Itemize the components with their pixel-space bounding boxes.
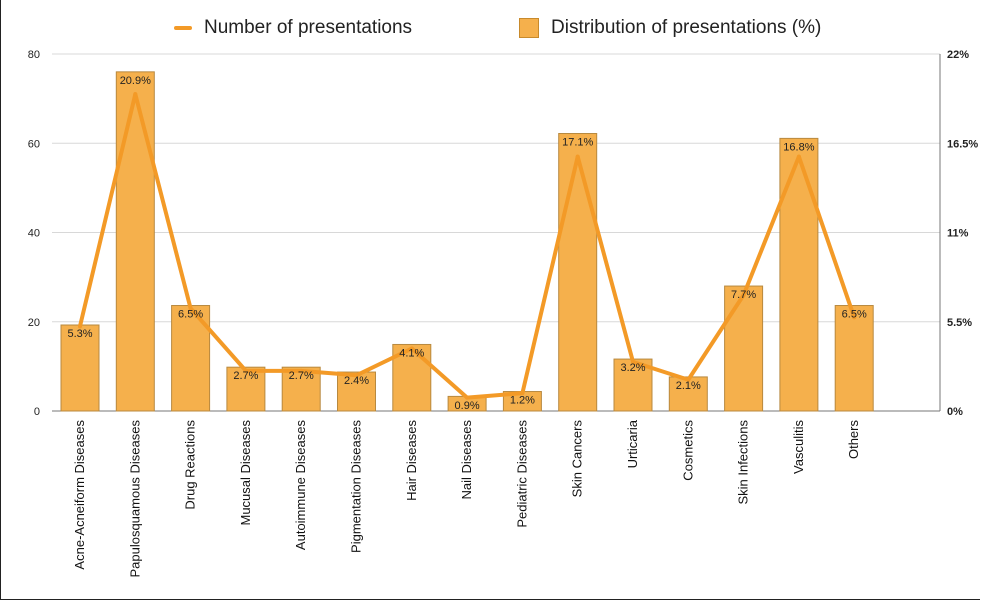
line-point bbox=[520, 391, 525, 396]
bar bbox=[558, 133, 598, 412]
category-label: Skin Infections bbox=[736, 420, 751, 505]
line-point bbox=[465, 395, 470, 400]
legend-label-line: Number of presentations bbox=[204, 17, 413, 38]
data-label: 17.1% bbox=[562, 137, 593, 149]
bar bbox=[60, 324, 100, 412]
data-label: 2.7% bbox=[233, 370, 258, 382]
line-point bbox=[133, 92, 138, 97]
line-point bbox=[852, 315, 857, 320]
bar bbox=[724, 285, 764, 412]
line-point bbox=[78, 324, 82, 329]
bar bbox=[281, 366, 321, 412]
data-label: 2.7% bbox=[289, 370, 314, 382]
legend-bar-swatch bbox=[519, 18, 539, 38]
line-point bbox=[354, 373, 359, 378]
category-label: Urticaria bbox=[625, 419, 640, 468]
y-left-tick-label: 40 bbox=[28, 228, 40, 240]
y-left-tick-label: 20 bbox=[28, 317, 40, 329]
data-label: 2.1% bbox=[676, 380, 701, 392]
data-label: 3.2% bbox=[620, 362, 645, 374]
data-label: 1.2% bbox=[510, 395, 535, 407]
bar bbox=[392, 343, 432, 412]
bar bbox=[779, 137, 819, 412]
category-label: Skin Cancers bbox=[570, 420, 585, 498]
category-label: Mucusal Diseases bbox=[238, 420, 253, 526]
line-point bbox=[741, 292, 746, 297]
data-label: 6.5% bbox=[178, 309, 203, 321]
line-point bbox=[188, 306, 193, 311]
category-label: Nail Diseases bbox=[459, 420, 474, 500]
legend-line-swatch bbox=[174, 26, 192, 30]
y-left-tick-label: 60 bbox=[28, 138, 40, 150]
category-label: Pigmentation Diseases bbox=[349, 420, 364, 553]
data-label: 6.5% bbox=[842, 309, 867, 321]
legend-item-line: Number of presentations bbox=[174, 17, 412, 39]
data-label: 7.7% bbox=[731, 289, 756, 301]
category-label: Drug Reactions bbox=[183, 420, 198, 510]
category-label: Hair Diseases bbox=[404, 420, 419, 501]
data-label: 4.1% bbox=[399, 347, 424, 359]
category-label: Papulosquamous Diseases bbox=[127, 420, 142, 578]
y-left-tick-label: 0 bbox=[34, 406, 40, 418]
data-label: 0.9% bbox=[455, 400, 480, 412]
line-point bbox=[299, 368, 304, 373]
category-label: Others bbox=[846, 420, 861, 460]
y-left-tick-label: 80 bbox=[28, 49, 40, 61]
y-right-tick-label: 16.5% bbox=[947, 138, 978, 150]
category-label: Cosmetics bbox=[680, 420, 695, 481]
line-point bbox=[631, 359, 635, 364]
bar bbox=[115, 71, 155, 412]
category-label: Acne-Acneiform Diseases bbox=[72, 420, 87, 570]
legend-label-bar: Distribution of presentations (%) bbox=[551, 17, 822, 38]
y-right-tick-label: 22% bbox=[947, 49, 969, 61]
data-label: 5.3% bbox=[67, 328, 92, 340]
line-point bbox=[243, 368, 248, 373]
category-label: Autoimmune Diseases bbox=[293, 420, 308, 551]
line-point bbox=[409, 346, 414, 351]
line-point bbox=[686, 377, 691, 382]
legend-item-bar: Distribution of presentations (%) bbox=[519, 17, 821, 39]
legend: Number of presentations Distribution of … bbox=[0, 17, 981, 47]
y-right-tick-label: 5.5% bbox=[947, 317, 972, 329]
category-label: Vasculitis bbox=[791, 420, 806, 474]
data-label: 16.8% bbox=[783, 141, 814, 153]
line-point bbox=[796, 154, 801, 159]
bar bbox=[337, 371, 376, 412]
bar bbox=[834, 305, 874, 412]
data-label: 2.4% bbox=[344, 375, 369, 387]
y-right-tick-label: 11% bbox=[947, 228, 969, 240]
category-label: Pediatric Diseases bbox=[514, 420, 529, 528]
y-right-tick-label: 0% bbox=[947, 406, 963, 418]
line-point bbox=[575, 154, 580, 159]
data-label: 20.9% bbox=[120, 75, 151, 87]
bar bbox=[226, 366, 266, 412]
